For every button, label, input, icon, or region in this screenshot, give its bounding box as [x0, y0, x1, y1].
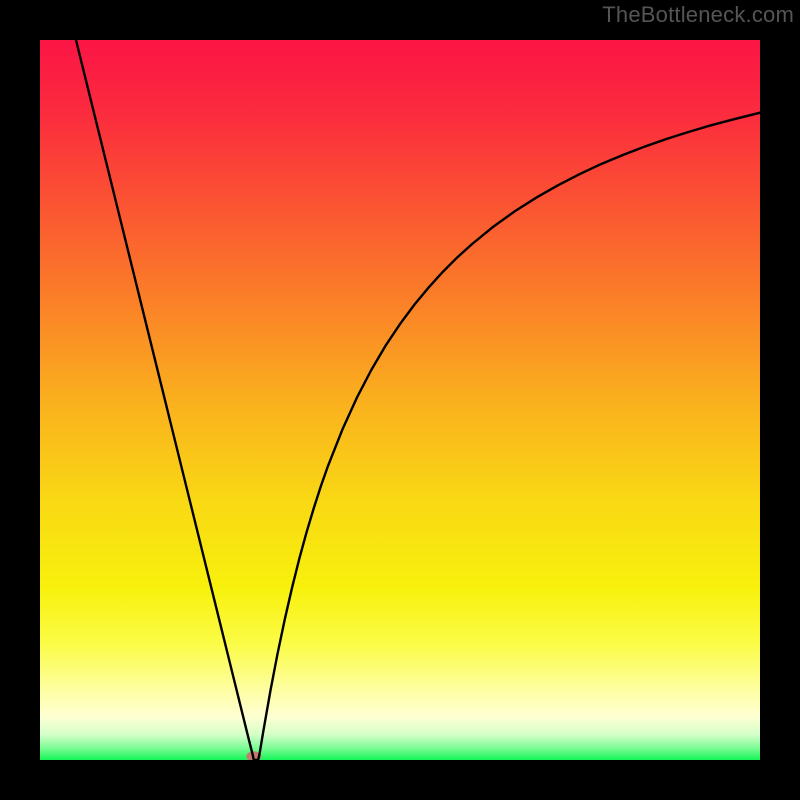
chart-container: TheBottleneck.com [0, 0, 800, 800]
watermark-text: TheBottleneck.com [602, 2, 794, 28]
plot-background [40, 40, 760, 760]
bottleneck-chart [0, 0, 800, 800]
